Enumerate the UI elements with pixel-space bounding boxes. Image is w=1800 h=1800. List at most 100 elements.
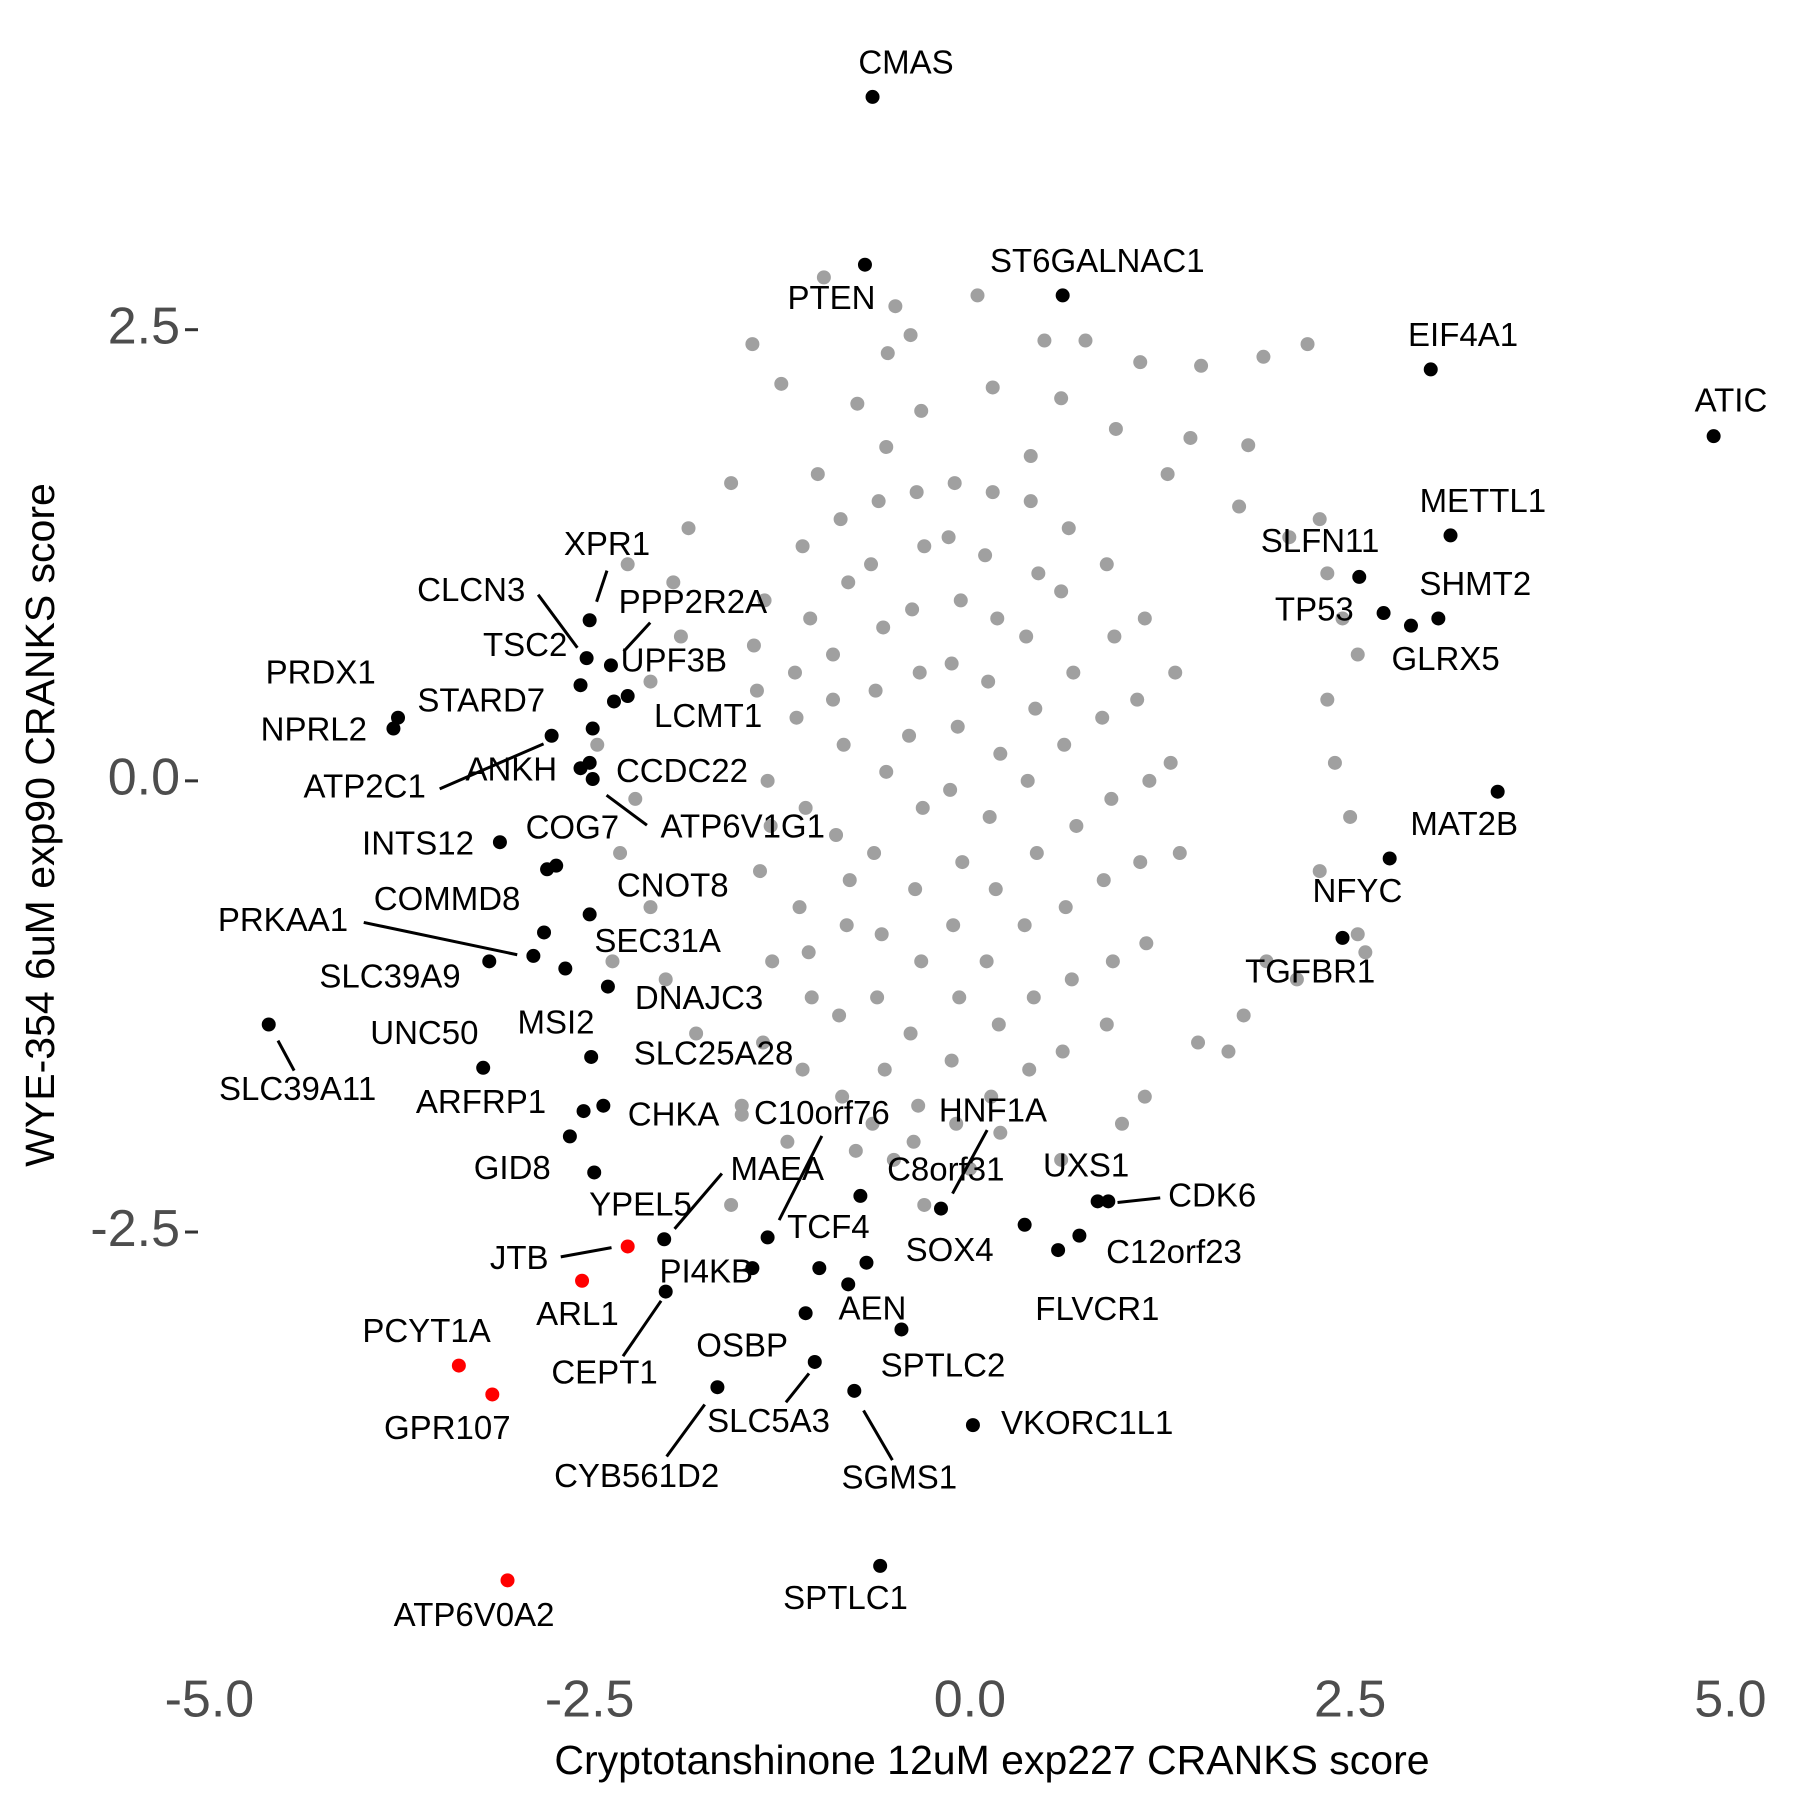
background-point <box>1191 1035 1206 1050</box>
gene-label: STARD7 <box>417 681 545 718</box>
background-point <box>832 1008 847 1023</box>
gene-point <box>585 772 600 787</box>
gene-label: METTL1 <box>1420 482 1547 519</box>
background-point <box>658 972 673 987</box>
background-point <box>1358 945 1373 960</box>
background-point <box>1236 1008 1251 1023</box>
gene-point <box>1055 288 1070 303</box>
background-point <box>943 782 958 797</box>
gene-point <box>579 651 594 666</box>
gene-point <box>760 1230 775 1245</box>
background-point <box>1259 954 1274 969</box>
background-point <box>1137 611 1152 626</box>
background-point <box>816 270 831 285</box>
background-point <box>914 954 929 969</box>
background-point <box>746 638 761 653</box>
background-point <box>1023 494 1038 509</box>
background-point <box>905 602 920 617</box>
gene-point <box>485 1387 500 1402</box>
gene-point <box>1706 429 1721 444</box>
gene-label: PTEN <box>787 279 875 316</box>
gene-point <box>1072 1228 1087 1243</box>
background-point <box>1019 629 1034 644</box>
background-point <box>944 656 959 671</box>
leader-line <box>363 920 518 957</box>
background-point <box>970 288 985 303</box>
background-point <box>1031 566 1046 581</box>
background-point <box>993 746 1008 761</box>
gene-label: PRKAA1 <box>218 901 348 938</box>
background-point <box>1232 499 1247 514</box>
background-point <box>1194 358 1209 373</box>
background-point <box>1289 972 1304 987</box>
gene-label: CMAS <box>858 43 953 80</box>
background-point <box>835 1089 850 1104</box>
background-point <box>953 593 968 608</box>
gene-label: SLFN11 <box>1261 522 1380 559</box>
background-point <box>1054 1152 1069 1167</box>
background-point <box>829 828 844 842</box>
background-point <box>1107 629 1122 644</box>
background-point <box>903 328 918 343</box>
background-point <box>880 346 895 361</box>
gene-label: ARFRP1 <box>416 1083 546 1120</box>
background-point <box>909 485 924 500</box>
background-point <box>988 882 1003 897</box>
gene-label: SLC39A11 <box>219 1070 376 1107</box>
gene-point <box>562 1129 577 1144</box>
background-point <box>952 990 967 1005</box>
background-point <box>1327 755 1342 770</box>
background-point <box>613 846 628 861</box>
background-point <box>795 1062 810 1077</box>
background-point <box>605 954 620 969</box>
gene-point <box>965 1418 980 1433</box>
gene-point <box>1423 362 1438 377</box>
background-point <box>1142 773 1157 788</box>
gene-point <box>476 1060 491 1075</box>
gene-label: SPTLC1 <box>783 1579 908 1616</box>
background-point <box>955 855 970 870</box>
gene-point <box>657 1232 672 1247</box>
gene-label: DNAJC3 <box>635 979 763 1016</box>
gene-label: ARL1 <box>536 1295 619 1332</box>
gene-label: TGFBR1 <box>1245 952 1375 989</box>
leader-line <box>673 1172 724 1230</box>
gene-point <box>585 721 600 736</box>
gene-point <box>807 1354 822 1369</box>
gene-label: SLC39A9 <box>319 957 460 994</box>
gene-point <box>1376 606 1391 621</box>
background-point <box>1241 438 1256 453</box>
background-point <box>1137 1089 1152 1104</box>
background-point <box>850 396 865 411</box>
gene-point <box>1090 1194 1105 1209</box>
gene-point <box>540 862 555 877</box>
gene-label: FLVCR1 <box>1035 1290 1159 1327</box>
background-point <box>906 1134 921 1149</box>
background-point <box>1312 512 1327 527</box>
background-point <box>803 611 818 626</box>
background-point <box>978 548 993 563</box>
background-point <box>1256 349 1271 364</box>
background-point <box>979 954 994 969</box>
background-point <box>1017 918 1032 933</box>
gene-label: VKORC1L1 <box>1001 1404 1173 1441</box>
background-point <box>946 918 961 933</box>
gene-label: ATIC <box>1695 381 1768 418</box>
background-point <box>681 521 696 536</box>
background-point <box>1066 665 1081 680</box>
gene-label: COMMD8 <box>374 880 521 917</box>
background-point <box>1133 855 1148 870</box>
background-point <box>1320 692 1335 707</box>
gene-point <box>865 89 880 104</box>
gene-label: GLRX5 <box>1391 640 1499 677</box>
leader-line <box>560 1246 612 1259</box>
background-point <box>673 629 688 644</box>
gene-label: PPP2R2A <box>619 583 768 620</box>
gene-label: ATP6V0A2 <box>394 1596 555 1633</box>
background-point <box>789 710 804 725</box>
gene-point <box>873 1558 888 1573</box>
leader-line <box>605 794 648 827</box>
background-point <box>1022 1062 1037 1077</box>
background-point <box>1104 791 1119 806</box>
background-point <box>886 1152 901 1167</box>
